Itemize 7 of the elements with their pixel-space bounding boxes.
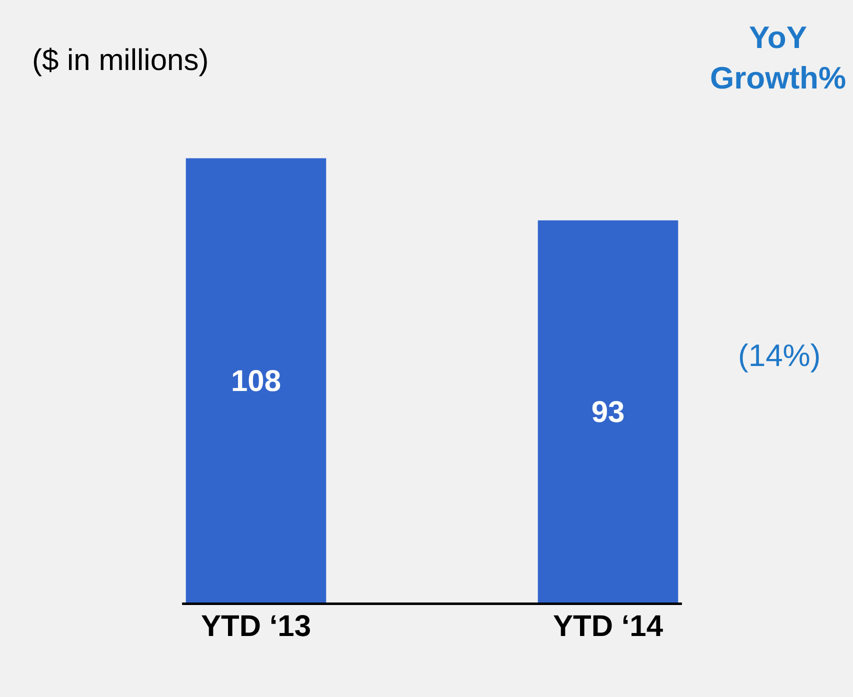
text: YoY Growth% — [710, 20, 846, 96]
text: (14%) — [738, 338, 821, 373]
x-tick-label: YTD ‘13 — [200, 610, 312, 643]
data-label: 93 — [591, 396, 625, 430]
text: ($ in millions) — [32, 44, 209, 77]
data-label: 108 — [230, 365, 282, 398]
x-tick-label: YTD ‘14 — [552, 610, 664, 643]
